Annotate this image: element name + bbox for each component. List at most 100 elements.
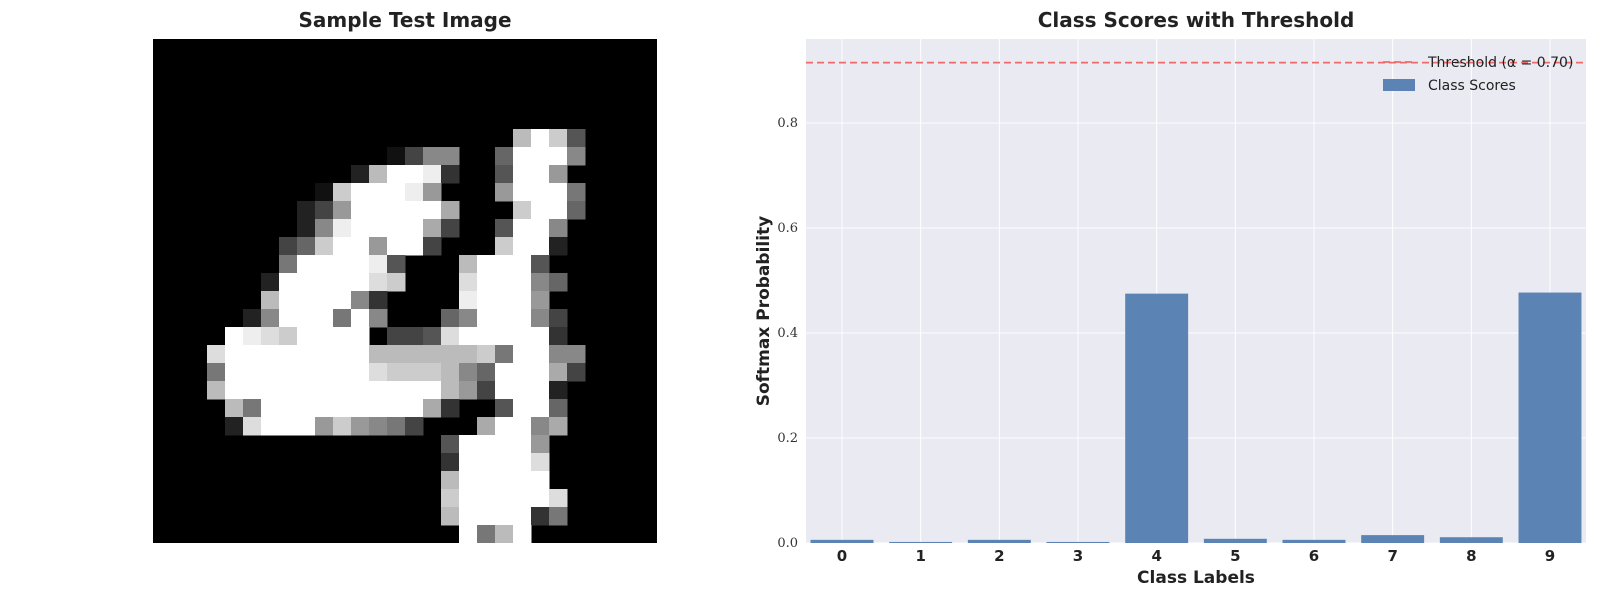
pixel (495, 381, 514, 400)
pixel (513, 417, 532, 436)
pixel (513, 507, 532, 526)
pixel (531, 201, 550, 220)
legend-scores-swatch (1383, 79, 1415, 91)
pixel (549, 363, 568, 382)
pixel (387, 165, 406, 184)
pixel (495, 219, 514, 238)
pixel (549, 183, 568, 202)
pixel (441, 453, 460, 472)
bar-class-3 (1046, 541, 1110, 543)
pixel (549, 489, 568, 508)
pixel (387, 147, 406, 166)
pixel (279, 345, 298, 364)
pixel (513, 471, 532, 490)
pixel (243, 417, 262, 436)
pixel (423, 345, 442, 364)
pixel (531, 399, 550, 418)
pixel (369, 165, 388, 184)
pixel (423, 165, 442, 184)
pixel (549, 399, 568, 418)
pixel (513, 201, 532, 220)
pixel (495, 291, 514, 310)
pixel (279, 291, 298, 310)
pixel (333, 399, 352, 418)
pixel (513, 255, 532, 274)
pixel (315, 381, 334, 400)
pixel (423, 147, 442, 166)
pixel (279, 381, 298, 400)
pixel (351, 327, 370, 346)
pixel (351, 201, 370, 220)
x-tick-label: 3 (1073, 547, 1083, 565)
x-tick-label: 4 (1151, 547, 1161, 565)
pixel (261, 327, 280, 346)
pixel (369, 219, 388, 238)
pixel (495, 363, 514, 382)
pixel (297, 219, 316, 238)
pixel (567, 201, 586, 220)
pixel (315, 363, 334, 382)
pixel (423, 183, 442, 202)
pixel (459, 507, 478, 526)
pixel (549, 345, 568, 364)
x-tick-label: 0 (837, 547, 847, 565)
pixel (531, 471, 550, 490)
pixel (513, 291, 532, 310)
pixel (477, 381, 496, 400)
pixel (225, 327, 244, 346)
pixel (225, 381, 244, 400)
y-axis-label: Softmax Probability (754, 216, 774, 407)
pixel (369, 255, 388, 274)
pixel (531, 165, 550, 184)
pixel (495, 507, 514, 526)
pixel (333, 345, 352, 364)
pixel (405, 219, 424, 238)
pixel (549, 327, 568, 346)
pixel (513, 381, 532, 400)
pixel (405, 327, 424, 346)
pixel (495, 453, 514, 472)
pixel (513, 129, 532, 148)
pixel (387, 201, 406, 220)
pixel (315, 201, 334, 220)
pixel (495, 273, 514, 292)
pixel (369, 237, 388, 256)
pixel (495, 183, 514, 202)
bar-class-9 (1518, 292, 1582, 543)
y-tick-label: 0.2 (777, 431, 798, 446)
pixel (531, 345, 550, 364)
pixel (531, 507, 550, 526)
pixel (297, 363, 316, 382)
pixel (531, 309, 550, 328)
pixel (351, 399, 370, 418)
pixel (315, 237, 334, 256)
pixel (495, 237, 514, 256)
pixel (459, 525, 478, 543)
pixel (315, 309, 334, 328)
pixel (369, 345, 388, 364)
y-tick-label: 0.4 (777, 326, 798, 341)
pixel (369, 399, 388, 418)
pixel (477, 525, 496, 543)
pixel (297, 417, 316, 436)
pixel (405, 399, 424, 418)
pixel (531, 183, 550, 202)
image-title: Sample Test Image (298, 8, 512, 32)
pixel (333, 291, 352, 310)
x-tick-label: 5 (1230, 547, 1240, 565)
pixel (261, 399, 280, 418)
pixel (495, 471, 514, 490)
pixel (531, 237, 550, 256)
pixel (531, 129, 550, 148)
pixel (243, 399, 262, 418)
pixel (225, 399, 244, 418)
pixel (333, 183, 352, 202)
pixel (387, 381, 406, 400)
pixel (225, 417, 244, 436)
pixel (297, 399, 316, 418)
pixel (387, 237, 406, 256)
pixel (405, 417, 424, 436)
pixel (297, 273, 316, 292)
pixel (459, 435, 478, 454)
pixel (513, 435, 532, 454)
